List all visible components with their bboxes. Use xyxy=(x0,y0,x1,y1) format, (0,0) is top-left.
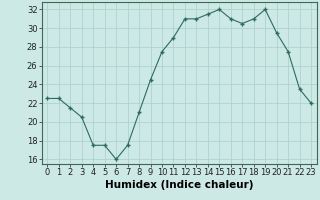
X-axis label: Humidex (Indice chaleur): Humidex (Indice chaleur) xyxy=(105,180,253,190)
